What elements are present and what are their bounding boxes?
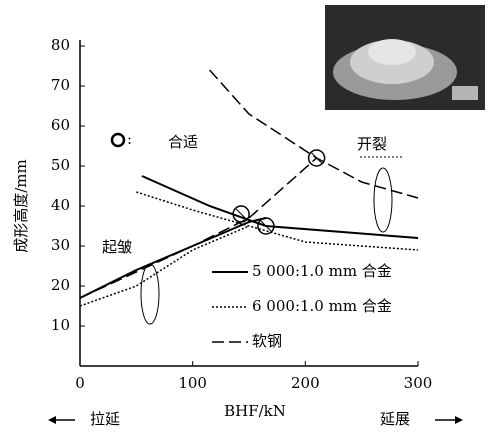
chart: BHF/kN 成形高度/mm 起皱 开裂 拉延 延展 10 20 30 40 50 60 7…: [0, 0, 489, 430]
marker-key-colon: :: [127, 130, 132, 148]
wrinkle-ellipse: [141, 264, 159, 324]
crack-label: 开裂: [357, 135, 387, 153]
x-tick-label: 200: [291, 374, 320, 392]
photo-inset: [325, 5, 485, 110]
legend-label: 5 000:1.0 mm 合金: [252, 262, 392, 280]
y-tick-label: 50: [51, 156, 70, 174]
y-tick-label: 20: [51, 276, 70, 294]
marker-key-label: 合适: [168, 133, 198, 151]
legend-label: 6 000:1.0 mm 合金: [252, 297, 392, 315]
y-tick-label: 10: [51, 316, 70, 334]
y-tick-label: 70: [51, 76, 70, 94]
right-arrow-head: [455, 416, 463, 424]
y-tick-label: 30: [51, 236, 70, 254]
y-tick-label: 60: [51, 116, 70, 134]
y-tick-label: 40: [51, 196, 70, 214]
x-tick-label: 300: [404, 374, 433, 392]
y-tick-label: 80: [51, 36, 70, 54]
x-tick-label: 100: [178, 374, 207, 392]
legend-label: 软钢: [252, 332, 282, 350]
y-axis-label: 成形高度/mm: [12, 159, 30, 253]
x-tick-label: 0: [75, 374, 85, 392]
stretch-label: 延展: [380, 410, 410, 428]
left-arrow-head: [48, 416, 56, 424]
draw-label: 拉延: [90, 410, 120, 428]
x-axis-label: BHF/kN: [224, 402, 286, 420]
crack-ellipse: [374, 168, 392, 232]
marker-key: [112, 134, 124, 146]
wrinkle-label: 起皱: [102, 238, 132, 256]
